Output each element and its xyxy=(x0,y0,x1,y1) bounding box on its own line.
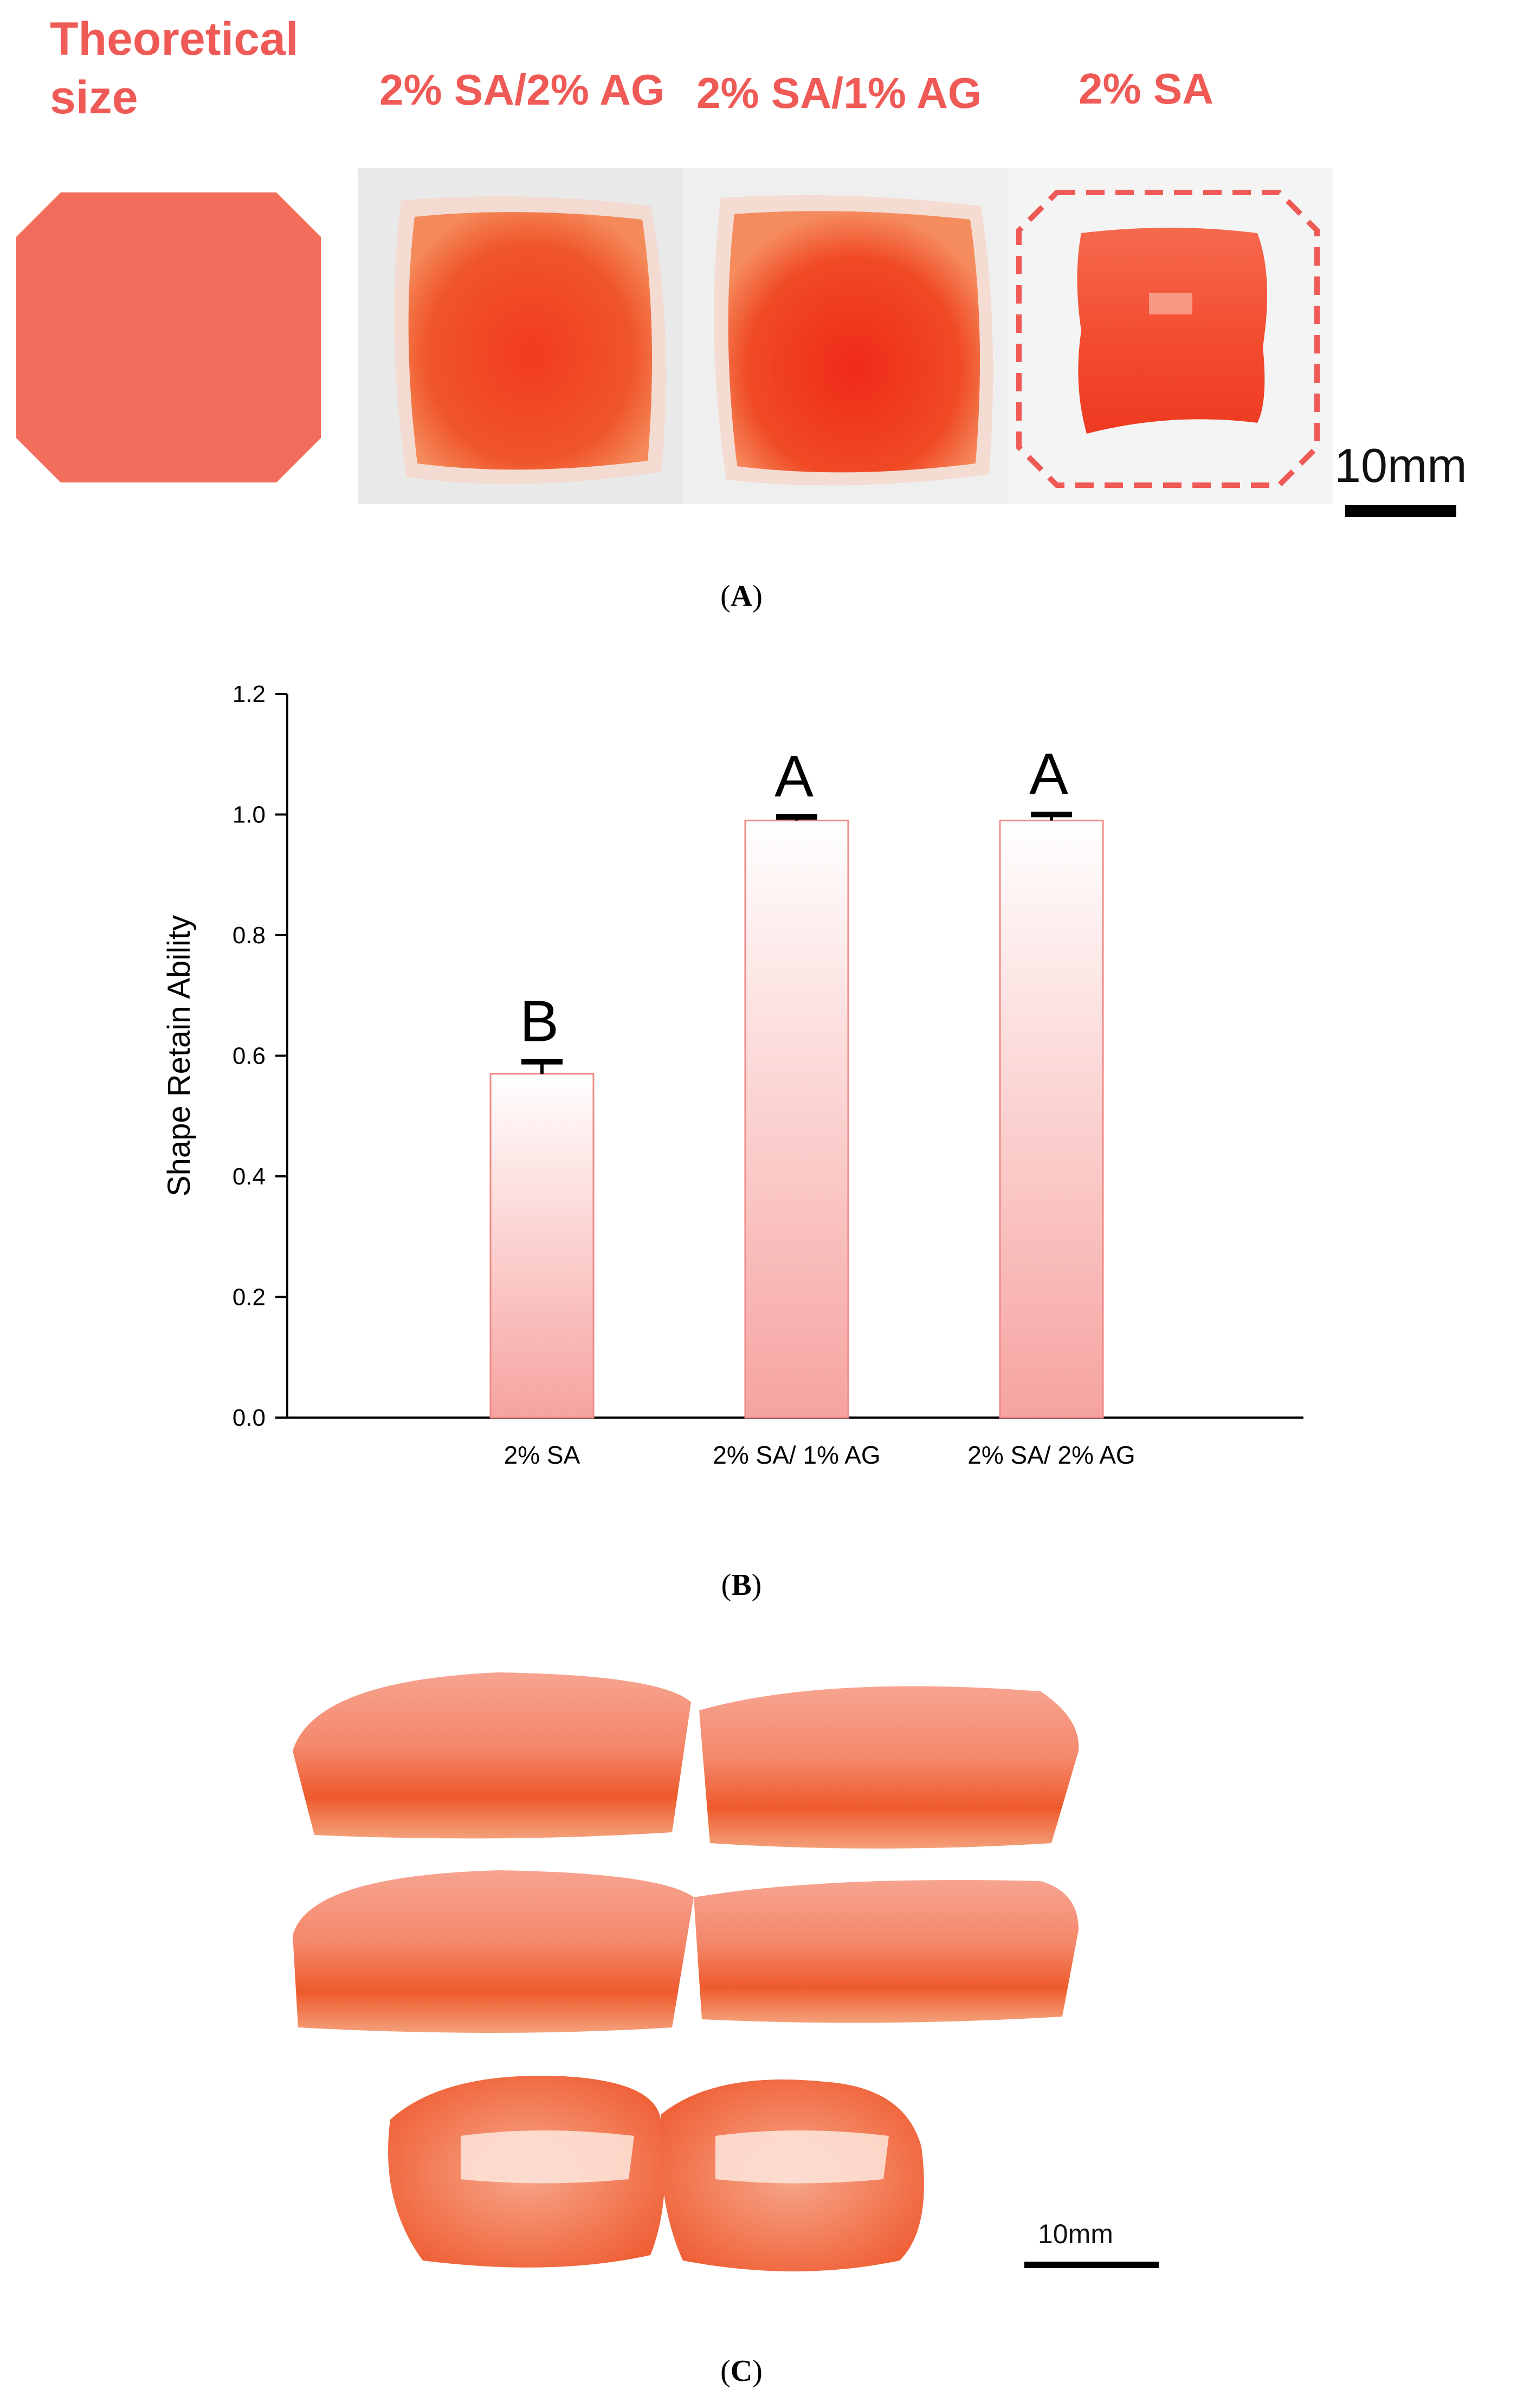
y-tick-label: 0.6 xyxy=(233,1043,266,1070)
y-tick-label: 0.0 xyxy=(233,1405,266,1431)
caption-b: (B) xyxy=(721,1568,762,1602)
sample-label-sa2-ag2: 2% SA/2% AG xyxy=(379,66,665,114)
significance-letter: B xyxy=(520,988,559,1054)
caption-a: (A) xyxy=(720,580,763,613)
scale-bar-a xyxy=(1345,505,1456,517)
bar xyxy=(744,820,849,1419)
y-tick-label: 1.0 xyxy=(233,802,266,828)
scale-bar-label-c: 10mm xyxy=(1038,2219,1113,2249)
hydrogel-top-view-photo xyxy=(358,168,1333,504)
y-axis-label: Shape Retain Ability xyxy=(162,915,197,1196)
significance-letter: A xyxy=(1029,741,1068,807)
x-tick-label: 2% SA xyxy=(504,1441,580,1469)
y-tick-label: 1.2 xyxy=(233,681,266,707)
hydrogel-side-view-photo xyxy=(282,1659,1127,2331)
y-tick-label: 0.4 xyxy=(233,1163,266,1190)
x-tick-label: 2% SA/ 1% AG xyxy=(713,1441,880,1469)
x-tick-label: 2% SA/ 2% AG xyxy=(967,1441,1135,1469)
x-tick-labels: 2% SA 2% SA/ 1% AG 2% SA/ 2% AG xyxy=(504,1441,1135,1469)
bar xyxy=(999,820,1104,1419)
theoretical-shape xyxy=(16,192,321,482)
scale-bar-c xyxy=(1024,2262,1159,2268)
y-tick-label: 0.8 xyxy=(233,922,266,949)
scale-bar-label-a: 10mm xyxy=(1334,439,1467,492)
caption-c-letter: C xyxy=(730,2354,753,2388)
bar xyxy=(489,1073,595,1419)
significance-letter: A xyxy=(774,743,814,809)
bars: B A A xyxy=(489,741,1104,1419)
sample-label-sa2: 2% SA xyxy=(1079,65,1213,113)
theoretical-label-line1: Theoretical xyxy=(50,13,299,65)
caption-b-letter: B xyxy=(731,1568,752,1602)
shape-retain-chart: Shape Retain Ability 0.0 0.2 0.4 0.6 0.8 1.0 1… xyxy=(162,681,1303,1469)
sample-label-sa2-ag1: 2% SA/1% AG xyxy=(696,69,982,117)
theoretical-size-label: Theoretical size xyxy=(50,10,299,127)
caption-c: (C) xyxy=(720,2354,763,2388)
caption-a-letter: A xyxy=(730,580,753,613)
y-tick-label: 0.2 xyxy=(233,1284,266,1311)
theoretical-label-line2: size xyxy=(50,72,138,124)
y-ticks: 0.0 0.2 0.4 0.6 0.8 1.0 1.2 xyxy=(233,681,287,1431)
